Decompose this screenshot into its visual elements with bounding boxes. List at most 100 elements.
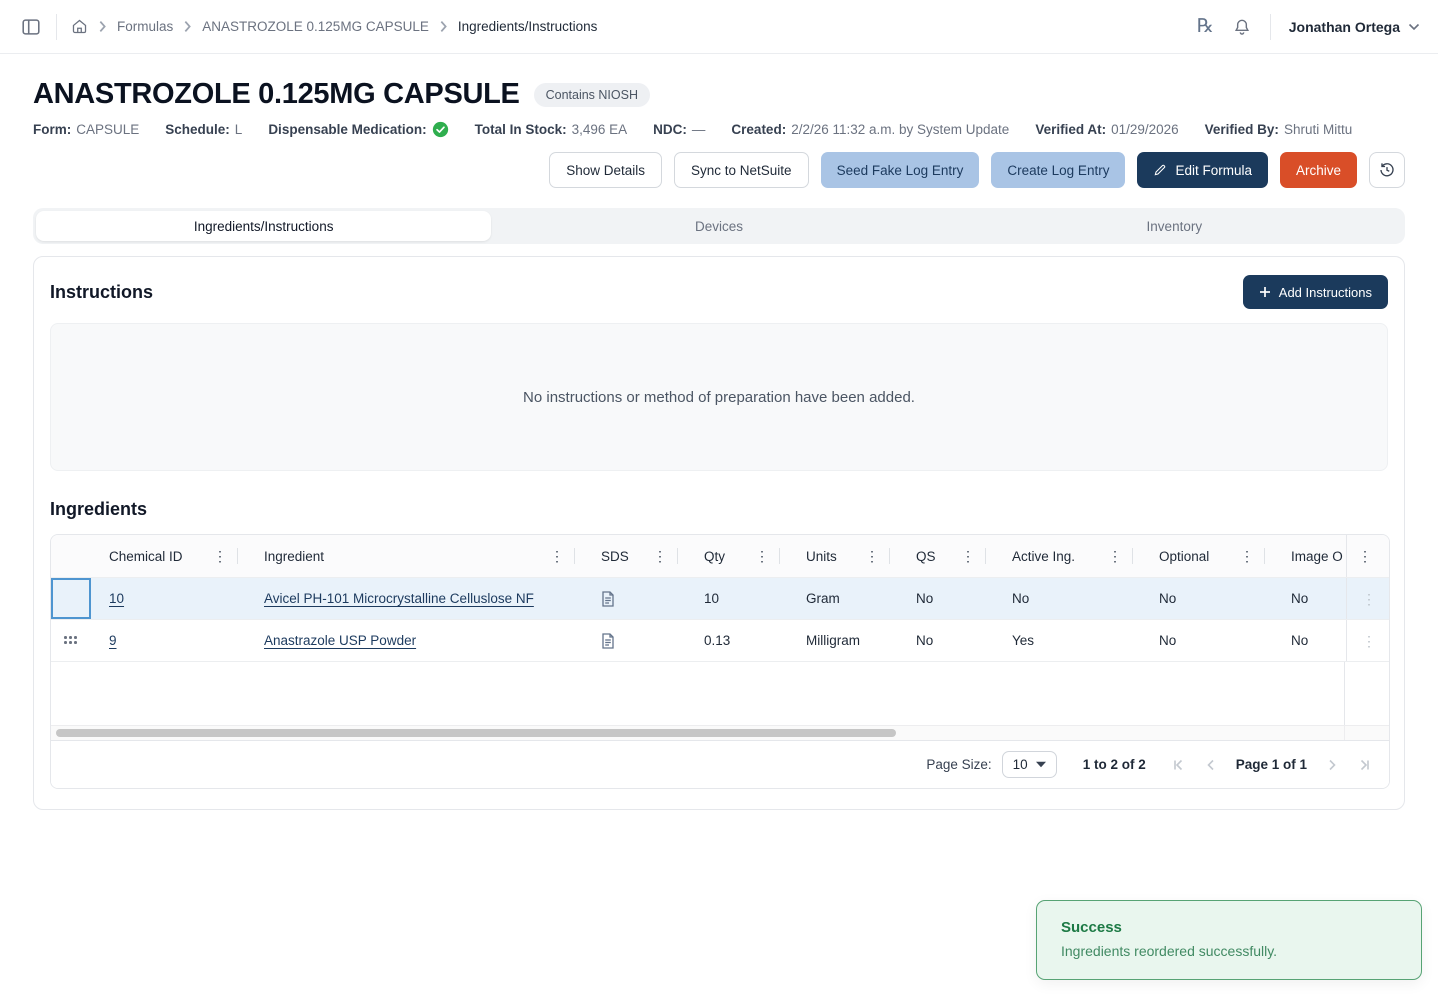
table-empty-space xyxy=(51,661,1389,725)
meta-value: L xyxy=(234,122,243,137)
row-range-text: 1 to 2 of 2 xyxy=(1082,757,1146,772)
drag-handle[interactable] xyxy=(51,578,91,619)
sidebar-toggle-icon[interactable] xyxy=(20,16,42,38)
chevron-right-icon xyxy=(98,20,107,33)
clock-history-icon xyxy=(1378,161,1396,179)
actions-column-header: ⋮ xyxy=(1346,535,1389,577)
meta-label: Form: xyxy=(33,122,72,137)
qs-cell: No xyxy=(916,633,934,648)
column-menu-icon[interactable]: ⋮ xyxy=(653,548,667,564)
seed-fake-log-button[interactable]: Seed Fake Log Entry xyxy=(820,152,980,188)
edit-formula-button[interactable]: Edit Formula xyxy=(1137,152,1268,188)
meta-label: Schedule: xyxy=(165,122,230,137)
meta-value: CAPSULE xyxy=(76,122,140,137)
meta-label: NDC: xyxy=(653,122,687,137)
page-size-select[interactable]: 10 xyxy=(1001,751,1057,778)
column-menu-icon[interactable]: ⋮ xyxy=(1240,548,1254,564)
chemical-id-link[interactable]: 9 xyxy=(109,633,117,648)
row-menu-icon[interactable]: ⋮ xyxy=(1362,632,1376,649)
column-menu-icon[interactable]: ⋮ xyxy=(1358,548,1372,564)
column-header-optional: Optional xyxy=(1159,548,1210,564)
table-header-row: Chemical ID ⋮ Ingredient ⋮ SDS ⋮ Qty ⋮ Units… xyxy=(51,535,1389,577)
scrollbar-thumb[interactable] xyxy=(56,729,897,737)
active-ing-cell: Yes xyxy=(1012,633,1035,648)
add-instructions-button[interactable]: Add Instructions xyxy=(1242,275,1388,309)
ingredients-instructions-panel: Instructions Add Instructions No instruc… xyxy=(33,256,1405,810)
column-menu-icon[interactable]: ⋮ xyxy=(550,548,564,564)
prev-page-icon[interactable] xyxy=(1204,758,1218,772)
breadcrumb: Formulas ANASTROZOLE 0.125MG CAPSULE Ing… xyxy=(71,18,597,35)
meta-label: Created: xyxy=(731,122,787,137)
prescriptions-icon[interactable]: ℞ xyxy=(1196,16,1214,37)
row-menu-icon[interactable]: ⋮ xyxy=(1362,590,1376,607)
tab-bar: Ingredients/Instructions Devices Invento… xyxy=(33,208,1405,244)
optional-cell: No xyxy=(1159,591,1177,606)
meta-value: 01/29/2026 xyxy=(1111,122,1179,137)
top-bar: Formulas ANASTROZOLE 0.125MG CAPSULE Ing… xyxy=(0,0,1438,54)
ingredients-heading: Ingredients xyxy=(50,499,148,519)
page-title: ANASTROZOLE 0.125MG CAPSULE xyxy=(33,78,520,110)
sds-document-icon[interactable] xyxy=(601,632,615,649)
ingredient-link[interactable]: Avicel PH-101 Microcrystalline Celluslos… xyxy=(264,591,534,606)
check-circle-icon xyxy=(432,121,449,138)
tab-inventory[interactable]: Inventory xyxy=(1146,218,1203,234)
niosh-badge: Contains NIOSH xyxy=(533,82,650,107)
breadcrumb-formulas[interactable]: Formulas xyxy=(117,19,174,34)
sds-document-icon[interactable] xyxy=(601,590,615,607)
show-details-button[interactable]: Show Details xyxy=(549,152,662,188)
ingredient-row-anastrazole: 9 Anastrazole USP Powder 0.13 Milligram … xyxy=(51,619,1389,661)
first-page-icon[interactable] xyxy=(1172,758,1186,772)
sync-netsuite-button[interactable]: Sync to NetSuite xyxy=(674,152,809,188)
units-cell: Milligram xyxy=(806,633,860,648)
ingredient-link[interactable]: Anastrazole USP Powder xyxy=(264,633,417,648)
plus-icon xyxy=(1259,286,1271,298)
meta-label: Verified At: xyxy=(1035,122,1107,137)
tab-devices[interactable]: Devices xyxy=(694,218,743,234)
toast-title: Success xyxy=(1061,919,1122,936)
divider xyxy=(56,13,57,40)
next-page-icon[interactable] xyxy=(1325,758,1339,772)
optional-cell: No xyxy=(1159,633,1177,648)
tab-ingredients-instructions[interactable]: Ingredients/Instructions xyxy=(36,211,492,241)
home-icon[interactable] xyxy=(71,18,88,35)
column-menu-icon[interactable]: ⋮ xyxy=(1108,548,1122,564)
notifications-bell-icon[interactable] xyxy=(1232,17,1252,37)
column-header-ingredient: Ingredient xyxy=(264,548,325,564)
user-menu[interactable]: Jonathan Ortega xyxy=(1289,19,1420,35)
meta-value: 3,496 EA xyxy=(571,122,628,137)
user-name: Jonathan Ortega xyxy=(1288,18,1400,35)
pencil-icon xyxy=(1153,163,1167,177)
qty-cell: 0.13 xyxy=(704,633,731,648)
chevron-down-icon xyxy=(1035,761,1046,768)
archive-button[interactable]: Archive xyxy=(1279,152,1357,188)
active-ing-cell: No xyxy=(1012,591,1030,606)
formula-meta: Form: CAPSULE Schedule: L Dispensable Medi… xyxy=(33,121,1405,138)
toast-message: Ingredients reordered successfully. xyxy=(1061,943,1278,959)
ingredients-table: Chemical ID ⋮ Ingredient ⋮ SDS ⋮ Qty ⋮ Units… xyxy=(50,534,1390,789)
meta-value: Shruti Mittu xyxy=(1283,122,1353,137)
breadcrumb-formula-name[interactable]: ANASTROZOLE 0.125MG CAPSULE xyxy=(202,19,429,34)
history-button[interactable] xyxy=(1369,152,1405,188)
meta-value: 2/2/26 11:32 a.m. by System Update xyxy=(791,122,1010,137)
qs-cell: No xyxy=(916,591,934,606)
column-menu-icon[interactable]: ⋮ xyxy=(865,548,879,564)
action-buttons: Show Details Sync to NetSuite Seed Fake … xyxy=(33,152,1405,188)
instructions-heading: Instructions xyxy=(50,281,154,302)
page-indicator: Page 1 of 1 xyxy=(1235,757,1307,772)
column-header-image-only: Image O xyxy=(1291,548,1343,564)
column-menu-icon[interactable]: ⋮ xyxy=(961,548,975,564)
create-log-entry-button[interactable]: Create Log Entry xyxy=(991,152,1126,188)
chevron-right-icon xyxy=(183,20,192,33)
column-header-sds: SDS xyxy=(601,548,629,564)
column-header-qty: Qty xyxy=(704,548,726,564)
qty-cell: 10 xyxy=(704,591,720,606)
column-header-chemical-id: Chemical ID xyxy=(109,548,183,564)
column-header-active-ing: Active Ing. xyxy=(1012,548,1076,564)
column-menu-icon[interactable]: ⋮ xyxy=(213,548,227,564)
drag-handle[interactable] xyxy=(51,620,91,661)
horizontal-scrollbar xyxy=(51,725,1389,740)
chemical-id-link[interactable]: 10 xyxy=(109,591,125,606)
meta-label: Total In Stock: xyxy=(474,122,567,137)
last-page-icon[interactable] xyxy=(1357,758,1371,772)
column-menu-icon[interactable]: ⋮ xyxy=(755,548,769,564)
